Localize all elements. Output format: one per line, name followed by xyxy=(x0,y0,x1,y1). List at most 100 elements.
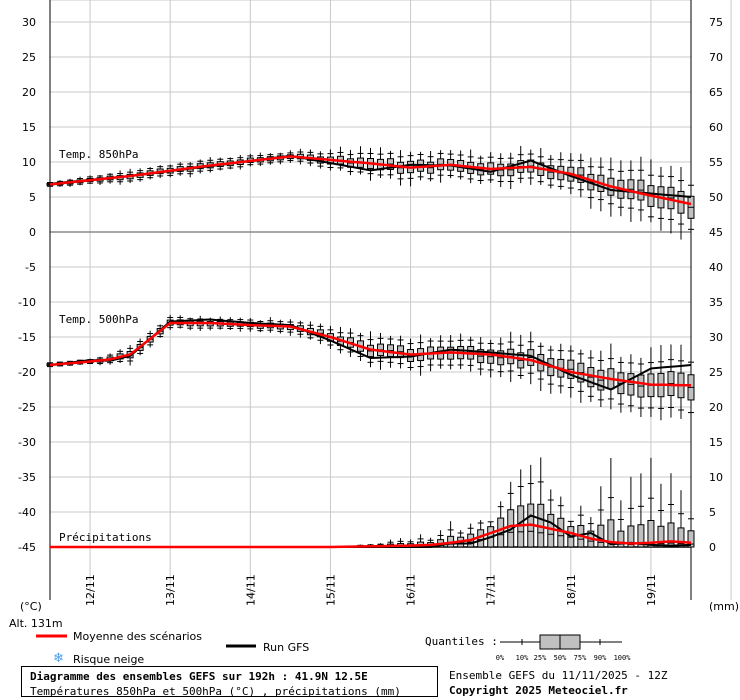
box-plot xyxy=(497,337,505,378)
box-plot xyxy=(687,174,695,239)
left-tick-label: -20 xyxy=(18,366,36,379)
left-tick-label: 25 xyxy=(22,51,36,64)
left-tick-label: -15 xyxy=(18,331,36,344)
left-tick-label: 10 xyxy=(22,156,36,169)
quantile-tick-label: 100% xyxy=(614,654,632,662)
legend-snow-label: Risque neige xyxy=(73,653,144,666)
box-plot xyxy=(487,339,495,378)
right-tick-label: 5 xyxy=(709,506,716,519)
left-tick-label: 15 xyxy=(22,121,36,134)
box-plot xyxy=(577,153,585,198)
mean-line-precip xyxy=(50,523,692,549)
box-plot xyxy=(397,150,405,186)
box-iqr xyxy=(667,522,675,548)
altitude-label: Alt. 131m xyxy=(9,617,63,630)
right-tick-label: 10 xyxy=(709,471,723,484)
legend-gfs-label: Run GFS xyxy=(263,641,309,654)
right-tick-label: 20 xyxy=(709,401,723,414)
box-iqr xyxy=(557,517,565,548)
quantile-tick-label: 90% xyxy=(594,654,607,662)
left-tick-label: 0 xyxy=(29,226,36,239)
x-tick-label: 19/11 xyxy=(645,574,658,606)
snowflake-icon: ❄ xyxy=(53,651,64,666)
mean-line-500 xyxy=(49,321,692,387)
box-plot xyxy=(627,354,635,413)
left-tick-label: -10 xyxy=(18,296,36,309)
box-plot xyxy=(687,498,695,548)
left-tick-label: -5 xyxy=(25,261,36,274)
left-tick-label: -30 xyxy=(18,436,36,449)
chart-title: Diagramme des ensembles GEFS sur 192h : … xyxy=(30,670,368,683)
x-tick-label: 13/11 xyxy=(164,574,177,606)
mean-line-850 xyxy=(49,155,692,206)
copyright: Copyright 2025 Meteociel.fr xyxy=(449,684,628,697)
quantile-legend: 0% 10% 25% 50% 75% 90% 100% xyxy=(496,634,632,662)
box-plot xyxy=(687,350,695,427)
box-plot xyxy=(647,457,655,548)
box-plot xyxy=(597,350,605,408)
box-iqr xyxy=(607,519,615,548)
precip-label: Précipitations xyxy=(59,531,152,544)
axis-ticks: 302520151050-5-10-15-20-25-30-35-40-4575… xyxy=(18,16,723,606)
box-iqr xyxy=(677,527,685,548)
box-plot xyxy=(597,486,605,548)
series-lines xyxy=(49,154,692,549)
box-plot xyxy=(637,473,645,548)
box-iqr xyxy=(597,524,605,548)
chart-subtitle: Températures 850hPa et 500hPa (°C) , pré… xyxy=(30,685,401,698)
right-tick-label: 75 xyxy=(709,16,723,29)
legend-mean-label: Moyenne des scénarios xyxy=(73,630,202,643)
right-tick-label: 35 xyxy=(709,296,723,309)
t500-label: Temp. 500hPa xyxy=(59,313,138,326)
box-plot xyxy=(507,152,515,190)
x-tick-label: 16/11 xyxy=(405,574,418,606)
box-iqr xyxy=(657,525,665,548)
x-tick-label: 15/11 xyxy=(324,574,337,606)
right-tick-label: 0 xyxy=(709,541,716,554)
quantile-tick-label: 25% xyxy=(534,654,547,662)
left-tick-label: -35 xyxy=(18,471,36,484)
box-plot xyxy=(657,483,665,548)
right-tick-label: 45 xyxy=(709,226,723,239)
x-tick-label: 17/11 xyxy=(485,574,498,606)
right-tick-label: 65 xyxy=(709,86,723,99)
quantile-tick-label: 10% xyxy=(516,654,529,662)
box-plot xyxy=(637,357,645,418)
left-tick-label: -45 xyxy=(18,541,36,554)
title-box: Diagramme des ensembles GEFS sur 192h : … xyxy=(21,666,438,698)
box-plot xyxy=(677,490,685,548)
box-plot xyxy=(667,344,675,418)
right-tick-label: 60 xyxy=(709,121,723,134)
left-tick-label: 30 xyxy=(22,16,36,29)
x-tick-label: 12/11 xyxy=(84,574,97,606)
box-iqr xyxy=(617,530,625,548)
left-tick-label: 20 xyxy=(22,86,36,99)
left-tick-label: -40 xyxy=(18,506,36,519)
right-axis-unit: (mm) xyxy=(709,600,739,613)
right-tick-label: 30 xyxy=(709,331,723,344)
quantiles-label: Quantiles : xyxy=(425,635,498,648)
box-iqr xyxy=(687,530,695,548)
right-tick-label: 15 xyxy=(709,436,723,449)
right-tick-label: 70 xyxy=(709,51,723,64)
box-iqr xyxy=(647,520,655,548)
box-plot xyxy=(547,489,555,548)
box-plot xyxy=(637,156,645,222)
left-tick-label: 5 xyxy=(29,191,36,204)
t850-label: Temp. 850hPa xyxy=(59,148,138,161)
quantile-tick-label: 75% xyxy=(574,654,587,662)
run-info: Ensemble GEFS du 11/11/2025 - 12Z xyxy=(449,669,668,682)
box-plot xyxy=(667,473,675,548)
right-tick-label: 40 xyxy=(709,261,723,274)
x-tick-label: 14/11 xyxy=(244,574,257,606)
box-iqr xyxy=(547,513,555,548)
right-tick-label: 25 xyxy=(709,366,723,379)
left-axis-unit: (°C) xyxy=(20,600,42,613)
box-iqr xyxy=(627,525,635,548)
box-iqr xyxy=(637,524,645,548)
box-plot xyxy=(477,337,485,376)
quantile-tick-label: 0% xyxy=(496,654,505,662)
right-tick-label: 55 xyxy=(709,156,723,169)
right-tick-label: 50 xyxy=(709,191,723,204)
